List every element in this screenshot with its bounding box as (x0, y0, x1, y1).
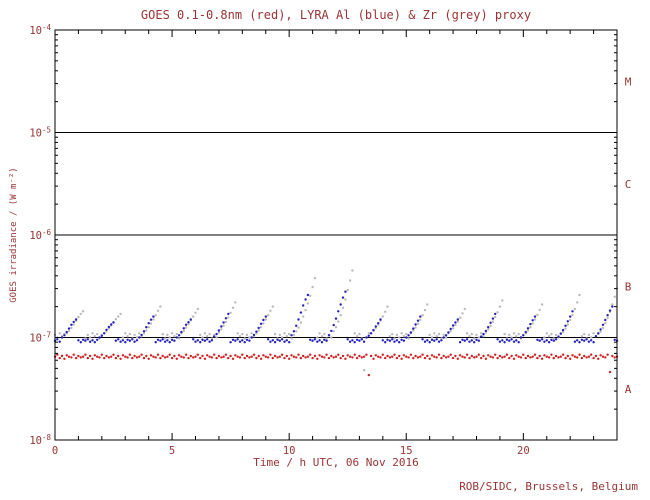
flare-class-label: B (625, 280, 632, 293)
svg-text:10-8: 10-8 (29, 433, 51, 447)
svg-text:20: 20 (517, 445, 530, 457)
svg-text:10-4: 10-4 (29, 23, 51, 37)
svg-text:0: 0 (52, 445, 58, 457)
svg-text:10-6: 10-6 (29, 228, 51, 242)
svg-text:10: 10 (283, 445, 296, 457)
svg-text:15: 15 (400, 445, 413, 457)
svg-text:10-5: 10-5 (29, 126, 51, 140)
x-axis-label: Time / h UTC, 06 Nov 2016 (253, 456, 419, 469)
flare-class-label: A (625, 383, 632, 396)
credit-text: ROB/SIDC, Brussels, Belgium (459, 480, 638, 493)
svg-text:5: 5 (169, 445, 175, 457)
svg-text:10-7: 10-7 (29, 331, 51, 345)
y-axis-label: GOES irradiance / (W m⁻²) (9, 167, 19, 303)
chart-title: GOES 0.1-0.8nm (red), LYRA Al (blue) & Z… (140, 8, 532, 22)
flare-class-label: M (625, 75, 632, 88)
flare-class-label: C (625, 178, 632, 191)
